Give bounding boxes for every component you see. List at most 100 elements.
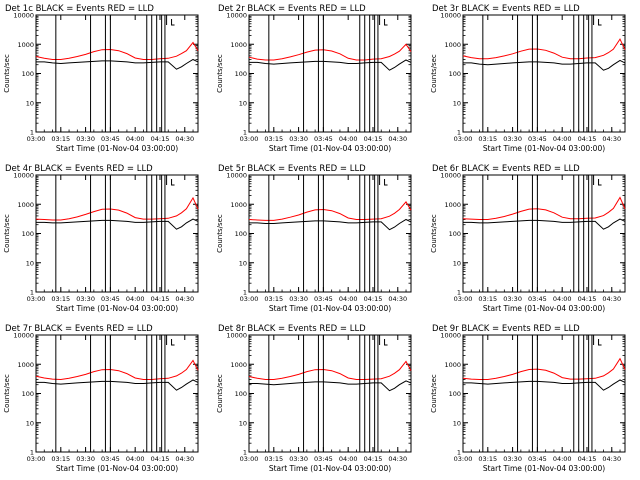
y-tick-label: 100 <box>449 230 461 238</box>
plot-frame <box>462 174 626 293</box>
y-tick-label: 1 <box>30 449 34 457</box>
lld-series-line <box>35 196 199 221</box>
y-tick-label: 1 <box>243 289 247 297</box>
chart-panel: Det 8r BLACK = Events RED = LLD Counts/se… <box>216 324 412 473</box>
x-tick-label: 03:00 <box>27 135 46 143</box>
x-tick-label: 04:15 <box>364 295 383 303</box>
x-tick-label: 04:30 <box>175 295 194 303</box>
lld-series-line <box>35 41 199 60</box>
events-series-line <box>36 379 199 391</box>
x-tick-label: 03:15 <box>478 455 497 463</box>
y-tick-label: 100 <box>235 230 247 238</box>
x-tick-label: 03:15 <box>51 455 70 463</box>
x-tick-label: 04:15 <box>578 135 597 143</box>
x-tick-label: 03:30 <box>503 135 522 143</box>
y-axis-label: Counts/sec <box>216 54 224 93</box>
x-tick-label: 04:00 <box>553 455 572 463</box>
bracket-marker <box>379 14 383 25</box>
x-tick-label: 04:00 <box>553 135 572 143</box>
y-tick-label: 10000 <box>226 332 247 340</box>
y-tick-label: 10 <box>453 419 461 427</box>
y-tick-label: 100 <box>235 390 247 398</box>
x-tick-label: 04:30 <box>388 455 407 463</box>
events-series-line <box>463 379 626 391</box>
bracket-marker <box>171 19 175 26</box>
x-tick-label: 04:30 <box>602 135 621 143</box>
chart-panel: Det 1c BLACK = Events RED = LLD Counts/se… <box>3 4 199 153</box>
chart-panel: Det 5r BLACK = Events RED = LLD Counts/se… <box>216 164 412 313</box>
chart-title: Det 4r BLACK = Events RED = LLD <box>5 164 153 174</box>
x-tick-label: 03:45 <box>101 295 120 303</box>
x-axis-label: Start Time (01-Nov-04 03:00:00) <box>483 464 605 473</box>
bracket-marker <box>593 14 597 25</box>
events-series-line <box>249 59 412 71</box>
lld-series-line <box>248 201 412 221</box>
y-tick-label: 10000 <box>440 172 461 180</box>
y-tick-label: 1 <box>457 129 461 137</box>
bracket-marker <box>598 179 602 186</box>
bracket-marker <box>598 339 602 346</box>
plot-frame <box>462 334 626 453</box>
x-axis-label: Start Time (01-Nov-04 03:00:00) <box>56 144 178 153</box>
y-tick-label: 10 <box>26 419 34 427</box>
chart-title: Det 3r BLACK = Events RED = LLD <box>432 4 580 14</box>
x-tick-label: 03:15 <box>51 135 70 143</box>
lld-series-line <box>462 357 626 380</box>
chart-title: Det 2r BLACK = Events RED = LLD <box>218 4 366 14</box>
lld-series-line <box>462 196 626 220</box>
y-tick-label: 100 <box>22 390 34 398</box>
y-tick-label: 1000 <box>230 41 247 49</box>
x-axis-label: Start Time (01-Nov-04 03:00:00) <box>56 464 178 473</box>
plot-frame <box>35 334 199 453</box>
x-tick-label: 04:30 <box>175 455 194 463</box>
y-tick-label: 1 <box>243 129 247 137</box>
y-tick-label: 100 <box>22 70 34 78</box>
bracket-marker <box>171 339 175 346</box>
y-tick-label: 10000 <box>13 332 34 340</box>
x-tick-label: 03:00 <box>454 455 473 463</box>
y-axis-label: Counts/sec <box>430 214 438 253</box>
x-tick-label: 03:15 <box>478 135 497 143</box>
y-tick-label: 100 <box>449 70 461 78</box>
x-tick-label: 03:30 <box>503 295 522 303</box>
x-tick-label: 03:45 <box>528 295 547 303</box>
chart-title: Det 7r BLACK = Events RED = LLD <box>5 324 153 334</box>
x-tick-label: 04:00 <box>339 135 358 143</box>
y-tick-label: 10000 <box>440 332 461 340</box>
x-tick-label: 03:45 <box>101 135 120 143</box>
bracket-marker <box>384 179 388 186</box>
x-tick-label: 03:45 <box>101 455 120 463</box>
chart-title: Det 1c BLACK = Events RED = LLD <box>5 4 154 14</box>
lld-series-line <box>462 38 626 60</box>
x-tick-label: 03:30 <box>289 455 308 463</box>
x-axis-label: Start Time (01-Nov-04 03:00:00) <box>269 464 391 473</box>
y-tick-label: 1000 <box>17 41 34 49</box>
bracket-marker <box>384 19 388 26</box>
x-axis-label: Start Time (01-Nov-04 03:00:00) <box>483 144 605 153</box>
x-tick-label: 03:15 <box>478 295 497 303</box>
bracket-marker <box>166 334 170 345</box>
bracket-marker <box>166 14 170 25</box>
y-tick-label: 1 <box>457 449 461 457</box>
y-axis-label: Counts/sec <box>216 214 224 253</box>
chart-title: Det 9r BLACK = Events RED = LLD <box>432 324 580 334</box>
x-tick-label: 03:30 <box>289 295 308 303</box>
x-axis-label: Start Time (01-Nov-04 03:00:00) <box>269 304 391 313</box>
y-tick-label: 10000 <box>13 172 34 180</box>
y-tick-label: 10 <box>239 259 247 267</box>
bracket-marker <box>379 334 383 345</box>
x-tick-label: 03:15 <box>264 295 283 303</box>
chart-title: Det 5r BLACK = Events RED = LLD <box>218 164 366 174</box>
y-tick-label: 10 <box>239 99 247 107</box>
x-tick-label: 03:00 <box>240 135 259 143</box>
bracket-marker <box>598 19 602 26</box>
y-axis-label: Counts/sec <box>3 214 11 253</box>
y-tick-label: 1 <box>30 129 34 137</box>
y-tick-label: 1000 <box>17 201 34 209</box>
x-tick-label: 03:00 <box>454 295 473 303</box>
x-tick-label: 04:15 <box>364 455 383 463</box>
x-tick-label: 04:30 <box>602 455 621 463</box>
events-series-line <box>463 59 626 71</box>
x-tick-label: 03:15 <box>264 455 283 463</box>
